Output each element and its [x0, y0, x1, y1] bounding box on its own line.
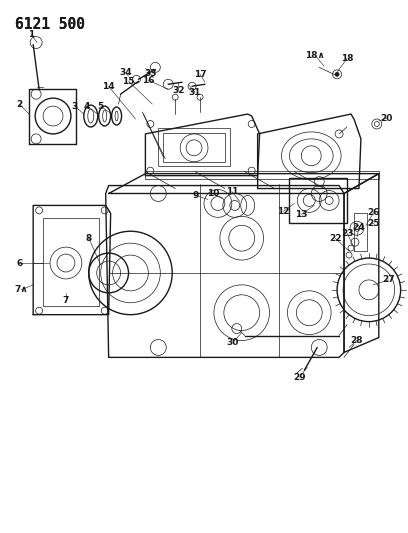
Bar — [163, 133, 225, 161]
Text: 17: 17 — [194, 70, 206, 79]
Bar — [289, 177, 347, 223]
Text: 31: 31 — [189, 88, 201, 96]
Bar — [43, 219, 99, 306]
Text: 3: 3 — [72, 102, 78, 111]
Text: 30: 30 — [226, 338, 239, 347]
Text: 2: 2 — [16, 100, 22, 109]
Text: 33: 33 — [144, 69, 157, 78]
Text: 23: 23 — [341, 229, 353, 238]
Text: 11: 11 — [226, 187, 238, 196]
Text: 16: 16 — [142, 76, 155, 85]
Text: 1: 1 — [28, 30, 34, 39]
Text: 13: 13 — [295, 210, 308, 219]
Text: 22: 22 — [329, 233, 341, 243]
Text: 18: 18 — [341, 54, 353, 63]
Text: 8: 8 — [86, 233, 92, 243]
Text: 6: 6 — [16, 259, 22, 268]
Text: 32: 32 — [172, 86, 184, 95]
Bar — [145, 171, 379, 179]
Text: 6121 500: 6121 500 — [15, 17, 85, 31]
Text: 7∧: 7∧ — [14, 285, 28, 294]
Text: 26: 26 — [368, 208, 380, 217]
Text: 29: 29 — [293, 373, 306, 382]
Text: 7: 7 — [63, 296, 69, 305]
Text: 4: 4 — [84, 102, 90, 111]
Text: 24: 24 — [353, 223, 365, 232]
Text: 6121 500: 6121 500 — [15, 17, 85, 31]
Text: 25: 25 — [368, 219, 380, 228]
Text: 18∧: 18∧ — [305, 51, 325, 60]
Text: 12: 12 — [277, 207, 290, 216]
Text: 14: 14 — [102, 82, 115, 91]
Text: 34: 34 — [119, 68, 132, 77]
Bar — [158, 128, 230, 166]
Text: 20: 20 — [381, 114, 393, 123]
Text: 5: 5 — [98, 102, 104, 111]
Text: 9: 9 — [193, 191, 199, 200]
Text: 28: 28 — [351, 336, 363, 345]
Circle shape — [335, 72, 339, 76]
Text: 10: 10 — [207, 189, 219, 198]
Text: 15: 15 — [122, 77, 135, 86]
Text: 27: 27 — [382, 276, 395, 285]
